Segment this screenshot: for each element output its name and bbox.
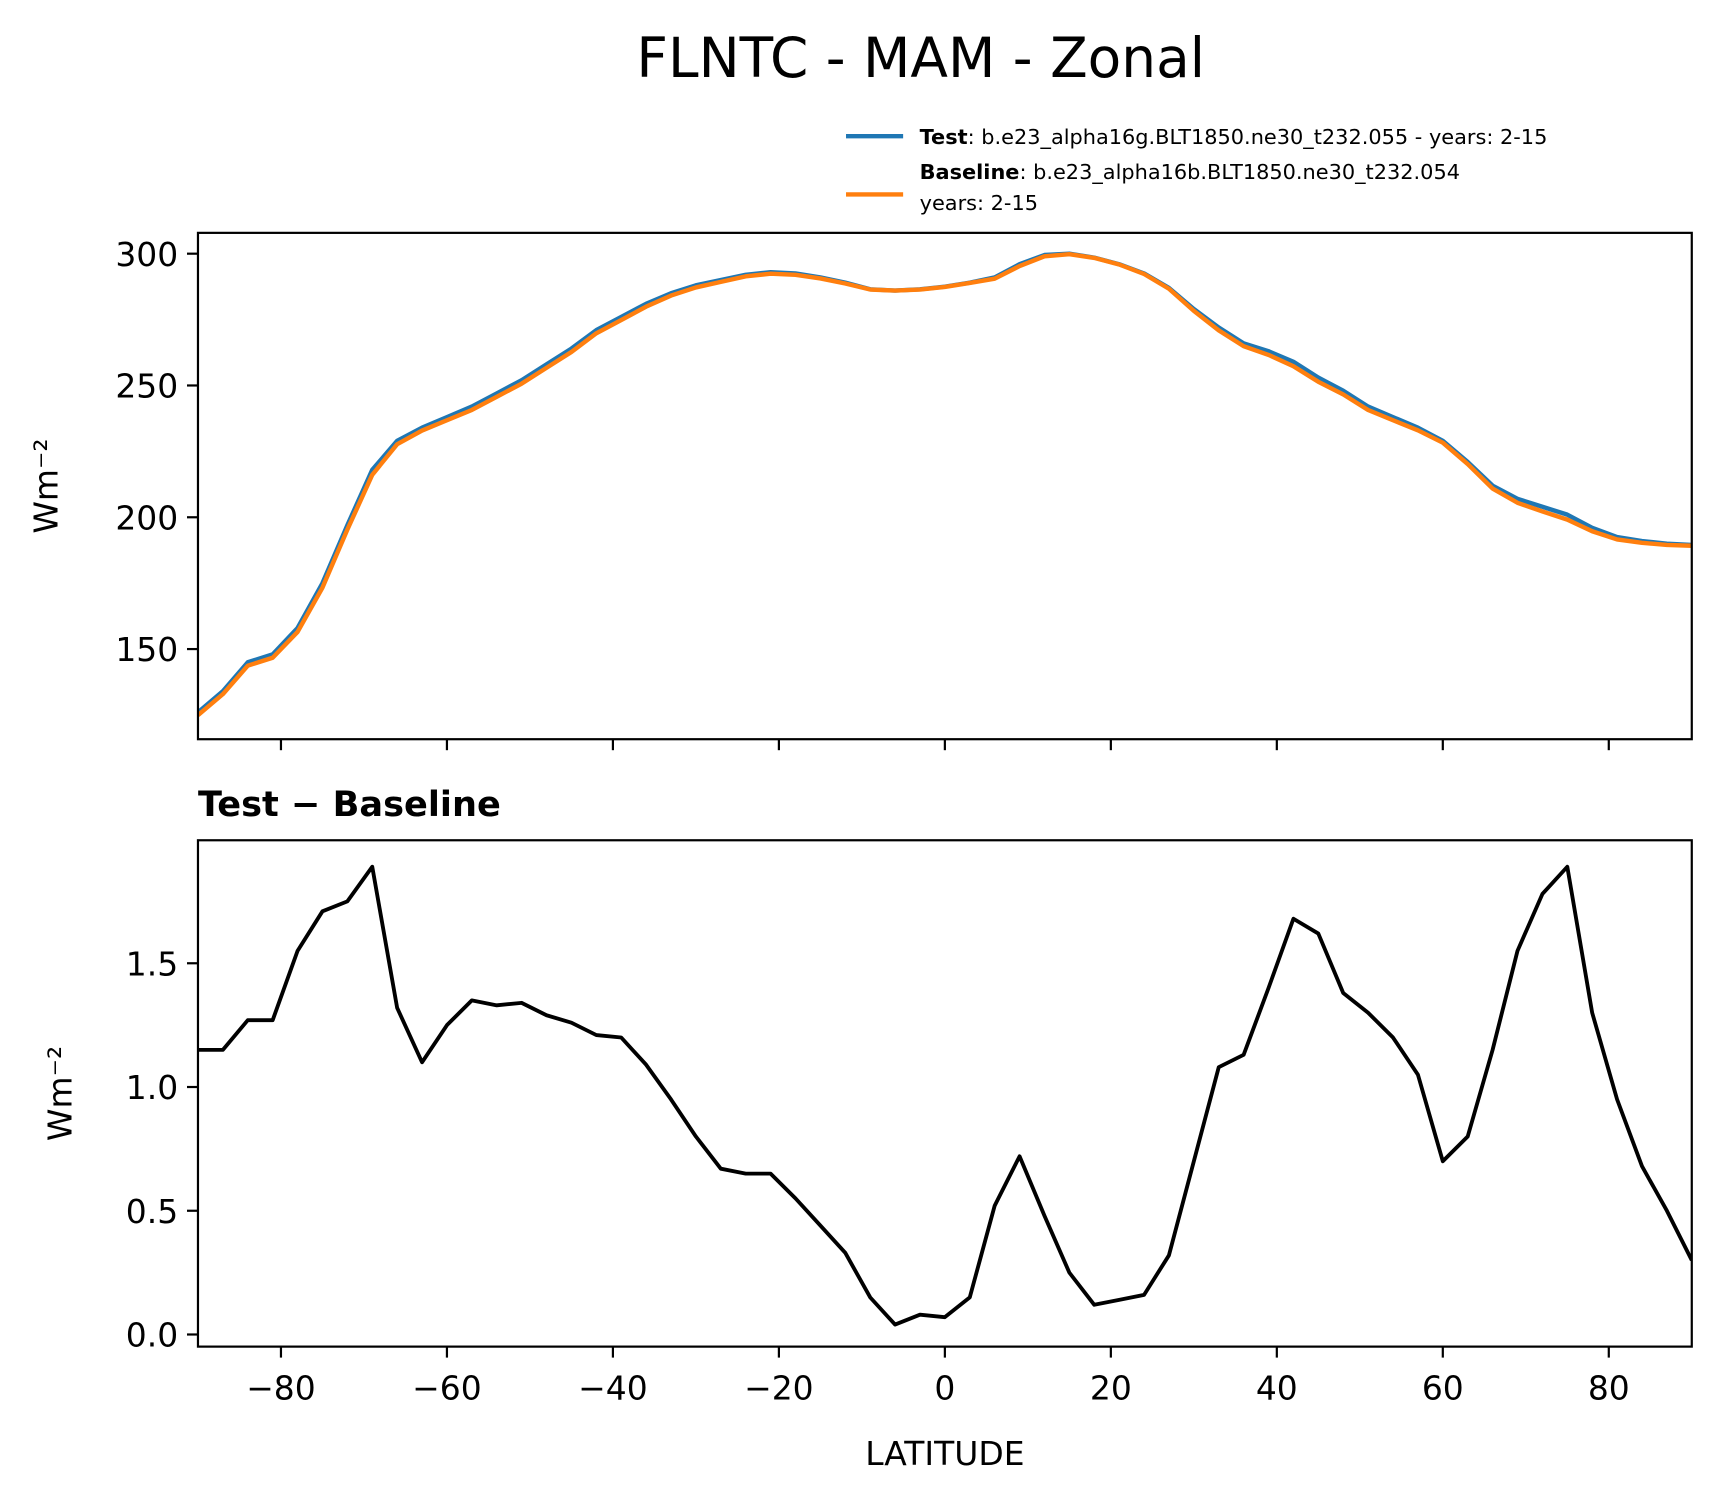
x-tick-label: 20 [1090, 1368, 1132, 1407]
y-tick-label: 150 [115, 630, 178, 669]
legend-name: Baseline [920, 160, 1020, 184]
figure-title: FLNTC - MAM - Zonal [636, 26, 1205, 90]
y-tick-label: 200 [115, 498, 178, 537]
x-tick-label: 60 [1422, 1368, 1464, 1407]
x-tick-label: −40 [578, 1368, 648, 1407]
x-tick-label: 0 [934, 1368, 955, 1407]
axes-frame [196, 839, 1693, 1348]
axes-frame [196, 231, 1693, 741]
y-axis-label: Wm⁻² [41, 1046, 80, 1141]
legend-label: Baseline: b.e23_alpha16b.BLT1850.ne30_t2… [920, 160, 1460, 185]
legend-description: : b.e23_alpha16g.BLT1850.ne30_t232.055 -… [968, 125, 1548, 150]
legend-name: Test [920, 125, 968, 149]
y-tick-label: 250 [115, 367, 178, 406]
y-tick-label: 0.5 [126, 1192, 178, 1231]
legend-label: Test: b.e23_alpha16g.BLT1850.ne30_t232.0… [920, 125, 1548, 150]
y-axis-label: Wm⁻² [26, 438, 65, 533]
legend-description: years: 2-15 [920, 191, 1038, 215]
y-tick-label: 0.0 [126, 1316, 178, 1355]
x-tick-label: −20 [744, 1368, 814, 1407]
x-tick-label: −60 [412, 1368, 482, 1407]
x-tick-label: 80 [1588, 1368, 1630, 1407]
x-axis-label: LATITUDE [865, 1434, 1024, 1473]
subplot-title: Test − Baseline [198, 784, 501, 825]
legend-description: : b.e23_alpha16b.BLT1850.ne30_t232.054 [1019, 160, 1460, 185]
y-tick-label: 1.0 [126, 1068, 178, 1107]
x-tick-label: −80 [246, 1368, 316, 1407]
y-tick-label: 300 [115, 235, 178, 274]
x-tick-label: 40 [1256, 1368, 1298, 1407]
y-tick-label: 1.5 [126, 944, 178, 983]
series-line [197, 252, 1692, 717]
series-line [197, 864, 1692, 1327]
